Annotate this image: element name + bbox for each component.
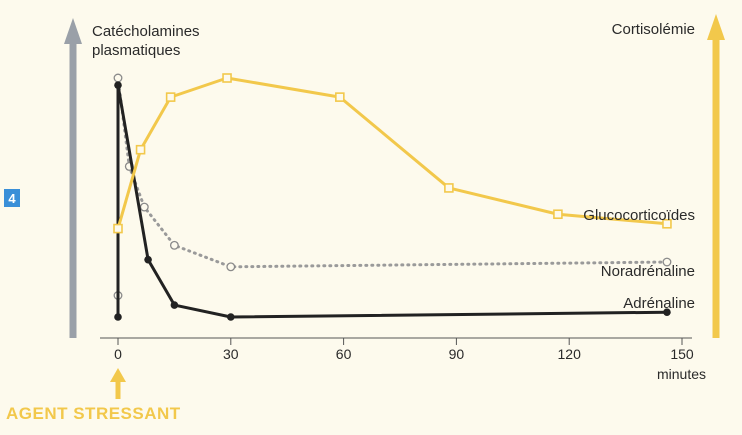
series-line-adrenaline [116,83,667,319]
stimulus-label: AGENT STRESSANT [6,404,181,423]
x-tick-label-1: 30 [223,346,239,362]
series-line-glucocorticoides [116,76,668,229]
point-adrenaline-1 [114,81,122,89]
point-glucocorticoides-0 [113,223,123,234]
point-adrenaline-3 [170,301,179,309]
point-glucocorticoides-2 [165,92,176,102]
x-tick-label-0: 0 [114,346,122,362]
x-unit-label: minutes [657,366,706,382]
point-glucocorticoides-7 [662,218,672,229]
figure-number-badge: 4 [4,189,20,207]
series-label-noradrenaline: Noradrénaline [601,263,695,280]
point-glucocorticoides-4 [335,92,345,102]
point-noradrenaline-1 [113,73,123,83]
point-glucocorticoides-1 [135,144,146,155]
x-tick-label-4: 120 [558,346,582,362]
point-noradrenaline-5 [226,262,236,272]
x-ticks: 0 30 60 90 120 150 [114,338,694,362]
right-axis-label: Cortisolémie [612,21,695,38]
point-adrenaline-0 [114,313,122,321]
left-axis-label-line1: Catécholamines [92,23,200,40]
point-glucocorticoides-6 [553,209,563,220]
point-glucocorticoides-5 [444,183,454,193]
series-line-noradrenaline [116,76,669,297]
point-adrenaline-4 [227,313,235,321]
left-axis-arrow [64,18,82,338]
point-noradrenaline-4 [169,240,179,250]
right-axis-arrow [707,14,725,338]
left-axis-label-line2: plasmatiques [92,42,180,59]
point-noradrenaline-3 [139,202,149,212]
series-layer [113,73,672,321]
x-tick-label-2: 60 [336,346,352,362]
series-label-adrenaline: Adrénaline [623,295,695,312]
stimulus-arrow [110,368,126,399]
point-noradrenaline-6 [662,257,672,267]
series-label-glucocorticoides: Glucocorticoïdes [583,207,695,224]
x-tick-label-5: 150 [670,346,694,362]
point-glucocorticoides-3 [222,73,232,83]
point-adrenaline-2 [144,255,152,264]
x-tick-label-3: 90 [449,346,465,362]
point-adrenaline-5 [663,308,671,317]
